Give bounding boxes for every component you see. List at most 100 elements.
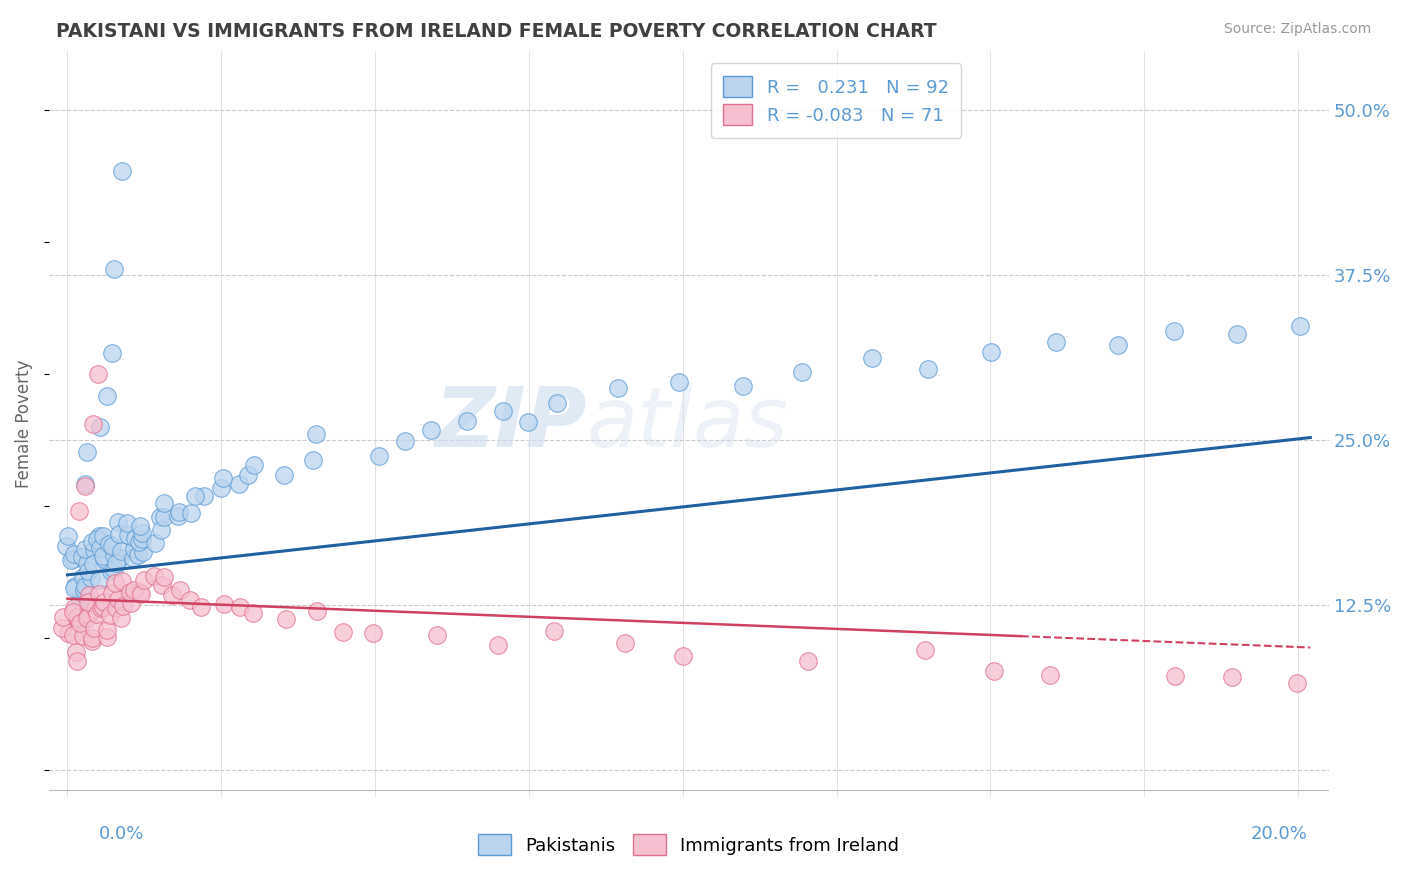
Point xyxy=(1226,326,1249,341)
Text: 20.0%: 20.0% xyxy=(1251,825,1308,843)
Point xyxy=(69,593,91,607)
Point xyxy=(76,445,98,459)
Point xyxy=(167,508,190,523)
Point xyxy=(66,654,89,668)
Point xyxy=(180,506,202,520)
Point xyxy=(72,570,94,584)
Point xyxy=(672,648,695,663)
Point xyxy=(228,477,250,491)
Point xyxy=(983,664,1005,678)
Point xyxy=(169,583,191,598)
Point xyxy=(209,481,232,495)
Point xyxy=(107,515,129,529)
Point xyxy=(394,434,416,449)
Point xyxy=(55,539,77,553)
Point xyxy=(492,404,515,418)
Point xyxy=(52,610,75,624)
Point xyxy=(917,362,939,376)
Point xyxy=(797,654,820,668)
Point xyxy=(87,574,110,588)
Point xyxy=(96,623,118,637)
Point xyxy=(110,610,132,624)
Point xyxy=(83,543,105,558)
Point xyxy=(419,423,441,437)
Point xyxy=(87,529,110,543)
Point xyxy=(160,588,183,602)
Point xyxy=(70,550,93,565)
Point xyxy=(142,568,165,582)
Point xyxy=(132,544,155,558)
Point xyxy=(190,600,212,615)
Point xyxy=(76,595,98,609)
Point xyxy=(100,564,122,578)
Point xyxy=(77,588,100,602)
Point xyxy=(80,571,103,585)
Point xyxy=(63,579,86,593)
Point xyxy=(105,556,128,570)
Point xyxy=(67,504,90,518)
Y-axis label: Female Poverty: Female Poverty xyxy=(15,359,32,488)
Point xyxy=(367,450,389,464)
Point xyxy=(103,548,125,562)
Point xyxy=(236,467,259,482)
Point xyxy=(82,417,104,431)
Point xyxy=(426,628,449,642)
Point xyxy=(76,610,98,624)
Point xyxy=(103,262,125,277)
Point xyxy=(1289,318,1312,333)
Point xyxy=(149,510,172,524)
Point xyxy=(1220,670,1243,684)
Point xyxy=(129,519,152,533)
Point xyxy=(93,549,115,564)
Point xyxy=(860,351,883,365)
Point xyxy=(1039,668,1062,682)
Point xyxy=(101,345,124,359)
Point xyxy=(63,600,86,615)
Point xyxy=(91,529,114,543)
Point xyxy=(96,388,118,402)
Point xyxy=(76,556,98,570)
Point xyxy=(212,471,235,485)
Point xyxy=(117,527,139,541)
Point xyxy=(104,576,127,591)
Point xyxy=(242,458,264,472)
Point xyxy=(75,541,97,556)
Point xyxy=(307,604,329,618)
Point xyxy=(89,420,111,434)
Point xyxy=(120,596,142,610)
Point xyxy=(131,532,153,546)
Point xyxy=(914,642,936,657)
Point xyxy=(86,607,108,621)
Point xyxy=(273,467,295,482)
Point xyxy=(124,542,146,557)
Point xyxy=(56,529,79,543)
Point xyxy=(104,600,127,615)
Text: 0.0%: 0.0% xyxy=(98,825,143,843)
Point xyxy=(124,583,146,598)
Point xyxy=(91,540,114,554)
Point xyxy=(103,562,125,576)
Point xyxy=(456,414,478,428)
Point xyxy=(229,599,252,614)
Point xyxy=(110,543,132,558)
Point xyxy=(86,532,108,546)
Point xyxy=(82,534,104,549)
Point xyxy=(118,585,141,599)
Point xyxy=(56,626,79,640)
Point xyxy=(1163,325,1185,339)
Point xyxy=(75,479,97,493)
Point xyxy=(363,626,385,640)
Point xyxy=(143,536,166,550)
Point xyxy=(82,634,104,648)
Point xyxy=(733,378,755,392)
Point xyxy=(84,602,107,616)
Point xyxy=(87,587,110,601)
Point xyxy=(66,611,89,625)
Point xyxy=(193,489,215,503)
Point xyxy=(91,600,114,615)
Point xyxy=(63,581,86,595)
Point xyxy=(980,344,1002,359)
Point xyxy=(792,365,814,379)
Point xyxy=(486,638,509,652)
Point xyxy=(153,509,176,524)
